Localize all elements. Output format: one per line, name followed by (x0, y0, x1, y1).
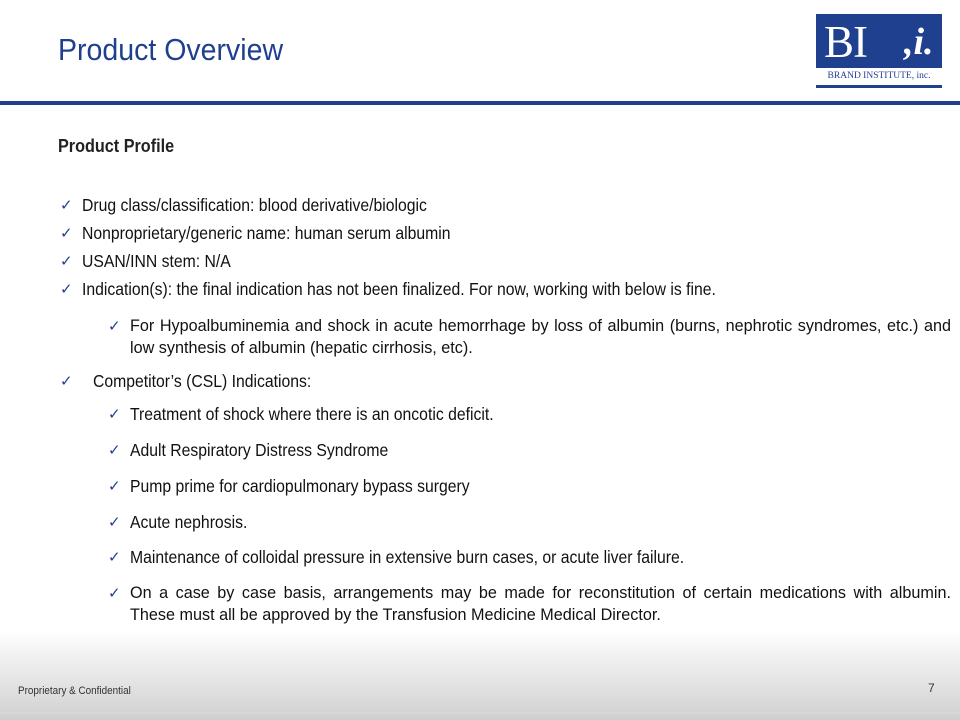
checkmark-icon: ✓ (60, 224, 73, 242)
brand-institute-logo: BI ,i. BRAND INSTITUTE, inc. (816, 14, 942, 88)
sub-bullet-item: ✓ Adult Respiratory Distress Syndrome (108, 439, 951, 461)
bullet-text: Nonproprietary/generic name: human serum… (82, 223, 451, 243)
bullet-text: Drug class/classification: blood derivat… (82, 195, 427, 215)
sub-bullet-text: Pump prime for cardiopulmonary bypass su… (130, 476, 470, 496)
checkmark-icon: ✓ (60, 196, 73, 214)
competitor-heading: Competitor’s (CSL) Indications: (93, 371, 312, 391)
sub-bullet-item: ✓ For Hypoalbuminemia and shock in acute… (108, 315, 951, 359)
checkmark-icon: ✓ (108, 317, 121, 335)
footer-confidential: Proprietary & Confidential (18, 685, 131, 697)
logo-subtitle: BRAND INSTITUTE, inc. (827, 71, 931, 81)
sub-bullet-item: ✓ Pump prime for cardiopulmonary bypass … (108, 475, 951, 497)
checkmark-icon: ✓ (60, 372, 73, 390)
slide-title: Product Overview (58, 32, 284, 67)
sub-bullet-text: Maintenance of colloidal pressure in ext… (130, 547, 685, 567)
checkmark-icon: ✓ (60, 280, 73, 298)
sub-bullet-item: ✓ Treatment of shock where there is an o… (108, 403, 951, 425)
sub-bullet-text: On a case by case basis, arrangements ma… (130, 584, 951, 624)
sub-bullet-text: Acute nephrosis. (130, 512, 248, 532)
bullet-item: ✓ USAN/INN stem: N/A (60, 250, 940, 272)
bullet-item: ✓ Indication(s): the final indication ha… (60, 278, 940, 300)
bullet-item: ✓ Competitor’s (CSL) Indications: (60, 370, 940, 392)
logo-accent: ,i. (904, 21, 934, 63)
header-divider (0, 101, 960, 105)
checkmark-icon: ✓ (108, 441, 121, 459)
checkmark-icon: ✓ (108, 477, 121, 495)
logo-mark: BI (824, 17, 868, 67)
checkmark-icon: ✓ (108, 548, 121, 566)
section-heading: Product Profile (58, 136, 175, 156)
bottom-divider (0, 712, 960, 714)
bullet-item: ✓ Drug class/classification: blood deriv… (60, 194, 940, 216)
checkmark-icon: ✓ (108, 513, 121, 531)
sub-bullet-item: ✓ On a case by case basis, arrangements … (108, 582, 951, 626)
bullet-item: ✓ Nonproprietary/generic name: human ser… (60, 222, 940, 244)
logo-band (816, 68, 942, 85)
checkmark-icon: ✓ (108, 584, 121, 602)
sub-bullet-item: ✓ Maintenance of colloidal pressure in e… (108, 546, 951, 568)
sub-bullet-text: For Hypoalbuminemia and shock in acute h… (130, 317, 951, 357)
bullet-text: Indication(s): the final indication has … (82, 279, 716, 299)
sub-bullet-text: Treatment of shock where there is an onc… (130, 404, 494, 424)
sub-bullet-text: Adult Respiratory Distress Syndrome (130, 440, 389, 460)
bullet-text: USAN/INN stem: N/A (82, 251, 231, 271)
checkmark-icon: ✓ (108, 405, 121, 423)
page-number: 7 (928, 681, 935, 695)
checkmark-icon: ✓ (60, 252, 73, 270)
footer-background (0, 630, 960, 720)
sub-bullet-item: ✓ Acute nephrosis. (108, 511, 951, 533)
